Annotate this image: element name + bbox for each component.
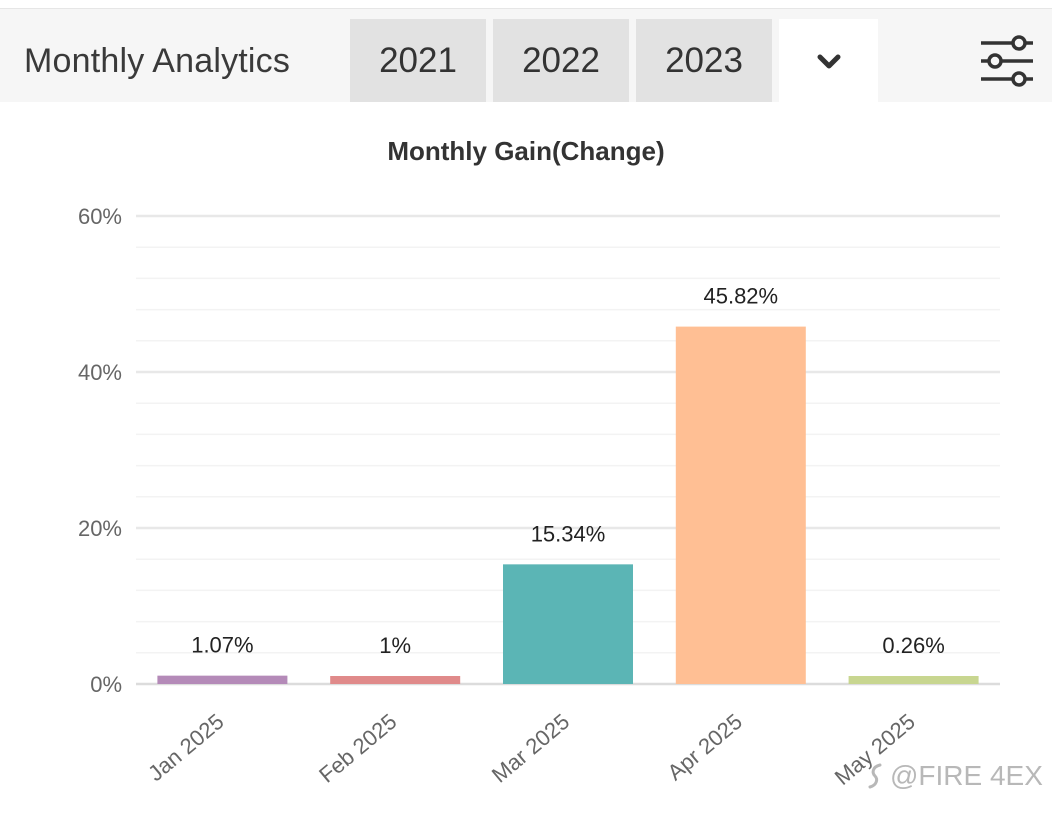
settings-button[interactable] bbox=[978, 35, 1036, 87]
watermark-text: @FIRE 4EX bbox=[890, 760, 1043, 791]
chevron-down-icon bbox=[817, 54, 840, 68]
data-label: 45.82% bbox=[703, 284, 778, 309]
x-tick-label: Mar 2025 bbox=[487, 709, 574, 788]
x-tick-label: Jan 2025 bbox=[143, 709, 228, 786]
tab-2021[interactable]: 2021 bbox=[350, 19, 486, 102]
year-dropdown-button[interactable] bbox=[779, 19, 878, 102]
bar bbox=[503, 564, 633, 684]
chart-title: Monthly Gain(Change) bbox=[387, 136, 665, 166]
y-tick-label: 40% bbox=[78, 360, 122, 385]
y-tick-label: 20% bbox=[78, 516, 122, 541]
bar bbox=[848, 676, 979, 684]
tab-2022[interactable]: 2022 bbox=[493, 19, 629, 102]
y-tick-label: 60% bbox=[78, 204, 122, 229]
x-tick-label: Feb 2025 bbox=[314, 709, 401, 788]
data-label: 0.26% bbox=[882, 633, 944, 658]
watermark: @FIRE 4EX bbox=[862, 760, 1043, 792]
top-border bbox=[0, 0, 1052, 9]
tab-2023[interactable]: 2023 bbox=[636, 19, 772, 102]
bar bbox=[330, 676, 461, 684]
page-title: Monthly Analytics bbox=[24, 42, 291, 80]
header-bar: Monthly Analytics 2021 2022 2023 bbox=[0, 9, 1052, 102]
data-label: 15.34% bbox=[531, 521, 606, 546]
brand-logo-icon bbox=[868, 763, 882, 789]
bar bbox=[675, 326, 806, 684]
data-label: 1.07% bbox=[191, 633, 253, 658]
sliders-icon bbox=[981, 35, 1033, 87]
bar bbox=[157, 675, 288, 684]
data-label: 1% bbox=[379, 633, 411, 658]
x-tick-label: Apr 2025 bbox=[663, 709, 747, 786]
y-tick-label: 0% bbox=[90, 672, 122, 697]
